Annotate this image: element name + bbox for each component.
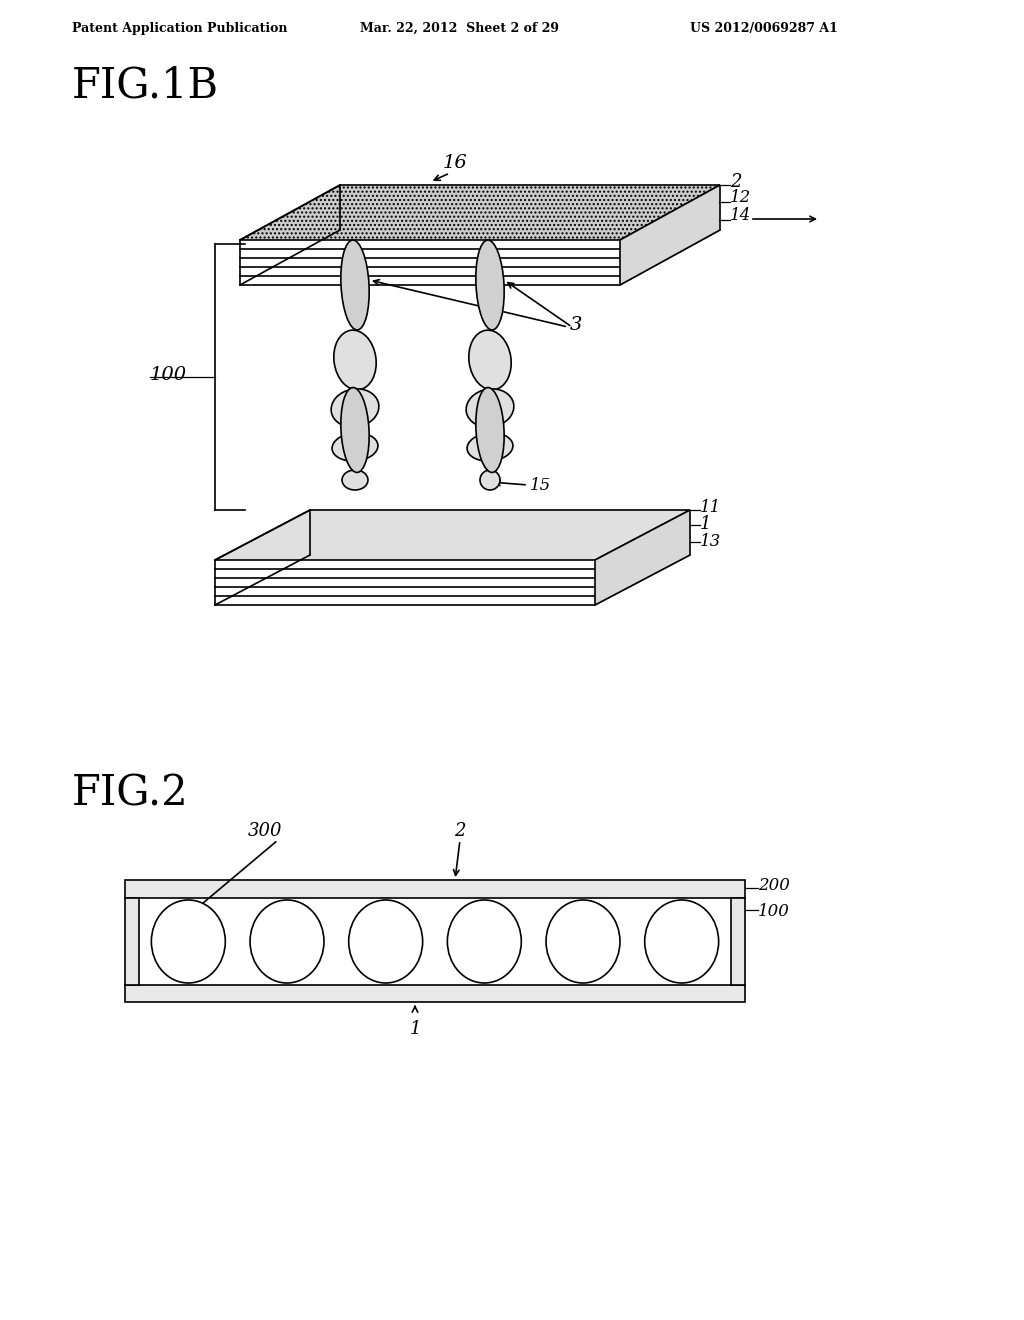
Ellipse shape	[349, 900, 423, 983]
Ellipse shape	[447, 900, 521, 983]
Text: Mar. 22, 2012  Sheet 2 of 29: Mar. 22, 2012 Sheet 2 of 29	[360, 22, 559, 36]
Text: 1: 1	[700, 515, 712, 533]
Text: 200: 200	[758, 878, 790, 895]
Ellipse shape	[341, 388, 370, 473]
Ellipse shape	[332, 433, 378, 461]
Text: 100: 100	[758, 903, 790, 920]
Text: 1: 1	[410, 1020, 421, 1038]
Ellipse shape	[152, 900, 225, 983]
Text: 14: 14	[730, 206, 752, 223]
Ellipse shape	[467, 433, 513, 461]
Text: 2: 2	[455, 822, 466, 840]
Text: FIG.2: FIG.2	[72, 772, 188, 814]
Text: Patent Application Publication: Patent Application Publication	[72, 22, 288, 36]
Text: 12: 12	[730, 190, 752, 206]
Polygon shape	[215, 510, 690, 560]
Text: 11: 11	[700, 499, 721, 516]
Text: 100: 100	[150, 366, 187, 384]
Ellipse shape	[469, 330, 511, 389]
Ellipse shape	[466, 389, 514, 428]
Ellipse shape	[476, 388, 504, 473]
Bar	[731, 898, 745, 985]
Text: 300: 300	[248, 822, 283, 840]
Text: 2: 2	[730, 173, 741, 191]
Text: 15: 15	[530, 477, 551, 494]
Ellipse shape	[546, 900, 620, 983]
Polygon shape	[240, 185, 720, 240]
Ellipse shape	[342, 470, 368, 490]
Polygon shape	[620, 185, 720, 285]
Ellipse shape	[476, 240, 504, 330]
Ellipse shape	[250, 900, 324, 983]
Text: 16: 16	[442, 154, 467, 172]
Text: US 2012/0069287 A1: US 2012/0069287 A1	[690, 22, 838, 36]
Polygon shape	[595, 510, 690, 605]
Bar	[125, 985, 745, 1002]
Ellipse shape	[341, 240, 370, 330]
Text: FIG.1B: FIG.1B	[72, 65, 219, 107]
Text: 13: 13	[700, 533, 721, 550]
Ellipse shape	[331, 389, 379, 428]
Bar	[125, 898, 139, 985]
Text: 3: 3	[570, 315, 583, 334]
Ellipse shape	[480, 470, 500, 490]
Bar	[125, 880, 745, 898]
Ellipse shape	[645, 900, 719, 983]
Ellipse shape	[334, 330, 376, 389]
